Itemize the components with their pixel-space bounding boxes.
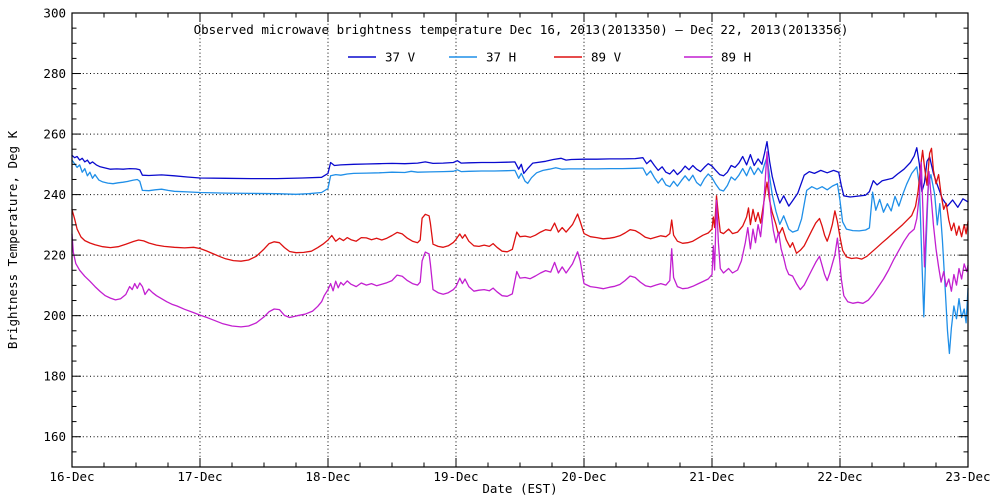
y-tick-160: 160 <box>43 429 66 444</box>
x-tick-17dec: 17-Dec <box>177 469 222 484</box>
data-series <box>71 140 969 355</box>
x-tick-21dec: 21-Dec <box>689 469 734 484</box>
gridlines <box>72 13 968 467</box>
x-tick-labels: 16-Dec 17-Dec 18-Dec 19-Dec 20-Dec 21-De… <box>49 469 990 484</box>
y-tick-300: 300 <box>43 6 66 21</box>
x-tick-22dec: 22-Dec <box>817 469 862 484</box>
y-tick-180: 180 <box>43 369 66 384</box>
series-37-v <box>71 140 969 208</box>
y-tick-240: 240 <box>43 187 66 202</box>
y-tick-200: 200 <box>43 308 66 323</box>
x-tick-19dec: 19-Dec <box>433 469 478 484</box>
legend-label-89h: 89 H <box>721 50 751 65</box>
legend: 37 V 37 H 89 V 89 H <box>348 50 751 65</box>
legend-label-37h: 37 H <box>486 50 516 65</box>
x-tick-18dec: 18-Dec <box>305 469 350 484</box>
series-89-h <box>71 151 969 328</box>
y-axis-label: Brightness Temperature, Deg K <box>5 130 20 349</box>
axis-ticks <box>71 12 969 467</box>
x-tick-20dec: 20-Dec <box>561 469 606 484</box>
plot-border <box>71 12 969 468</box>
x-tick-16dec: 16-Dec <box>49 469 94 484</box>
y-tick-260: 260 <box>43 127 66 142</box>
series-37-h <box>71 156 969 355</box>
legend-label-89v: 89 V <box>591 50 622 65</box>
y-tick-labels: 300 280 260 240 220 200 180 160 <box>43 6 66 445</box>
y-tick-220: 220 <box>43 248 66 263</box>
series-89-v <box>71 147 969 262</box>
legend-label-37v: 37 V <box>385 50 416 65</box>
y-tick-280: 280 <box>43 66 66 81</box>
chart-title: Observed microwave brightness temperatur… <box>194 22 849 37</box>
x-tick-23dec: 23-Dec <box>945 469 990 484</box>
x-axis-label: Date (EST) <box>482 481 557 496</box>
axes-frame <box>71 12 969 468</box>
